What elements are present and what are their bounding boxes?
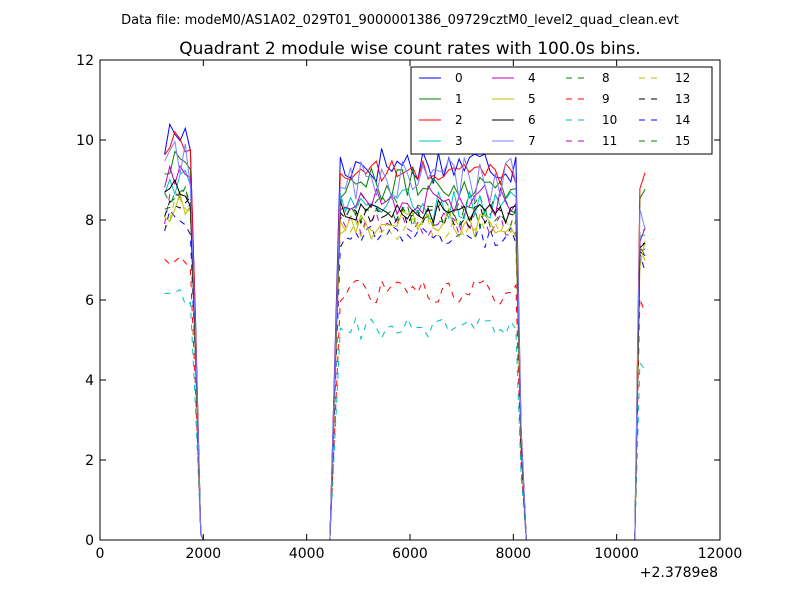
legend-label-8: 8 (602, 71, 610, 85)
series-layer (164, 122, 646, 541)
series-line-1 (164, 150, 646, 541)
legend-label-5: 5 (528, 92, 536, 106)
series-line-0 (164, 122, 646, 541)
series-line-2 (164, 130, 646, 541)
legend-label-4: 4 (528, 71, 536, 85)
chart-title: Quadrant 2 module wise count rates with … (179, 39, 640, 59)
series-line-9 (164, 256, 646, 541)
series-line-13 (164, 196, 646, 541)
y-tick-label: 2 (85, 453, 94, 469)
x-tick-label: 12000 (698, 546, 743, 562)
legend-label-11: 11 (602, 134, 617, 148)
legend-label-3: 3 (455, 134, 463, 148)
legend-label-13: 13 (675, 92, 690, 106)
x-tick-label: 8000 (496, 546, 532, 562)
legend-label-14: 14 (675, 113, 690, 127)
x-tick-label: 4000 (289, 546, 325, 562)
series-line-14 (164, 209, 646, 541)
legend-label-9: 9 (602, 92, 610, 106)
legend-box (410, 66, 713, 155)
y-tick-label: 8 (85, 213, 94, 229)
legend-label-6: 6 (528, 113, 536, 127)
series-line-15 (164, 185, 646, 541)
x-tick-label: 6000 (392, 546, 428, 562)
y-tick-label: 10 (76, 133, 94, 149)
y-tick-label: 6 (85, 293, 94, 309)
legend-label-1: 1 (455, 92, 463, 106)
series-line-6 (164, 178, 646, 541)
x-offset-label: +2.3789e8 (640, 565, 718, 581)
series-line-7 (164, 140, 646, 541)
series-line-12 (164, 198, 646, 541)
legend-label-12: 12 (675, 71, 690, 85)
x-tick-label: 2000 (186, 546, 222, 562)
series-line-3 (164, 169, 646, 541)
series-line-11 (164, 193, 646, 541)
legend-label-10: 10 (602, 113, 617, 127)
series-line-8 (164, 187, 646, 541)
x-tick-label: 0 (96, 546, 105, 562)
y-tick-label: 4 (85, 373, 94, 389)
series-line-10 (164, 288, 646, 541)
legend-label-15: 15 (675, 134, 690, 148)
series-line-5 (164, 192, 646, 541)
legend-label-0: 0 (455, 71, 463, 85)
x-tick-label: 10000 (594, 546, 639, 562)
y-tick-label: 0 (85, 533, 94, 549)
y-tick-label: 12 (76, 53, 94, 69)
figure-suptitle: Data file: modeM0/AS1A02_029T01_90000013… (121, 13, 679, 28)
legend-label-2: 2 (455, 113, 463, 127)
legend-label-7: 7 (528, 134, 536, 148)
